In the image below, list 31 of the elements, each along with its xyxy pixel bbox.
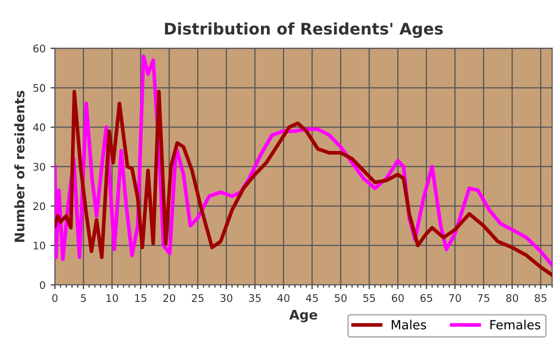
x-tick-label: 75 <box>478 294 490 302</box>
y-tick-label: 20 <box>33 202 46 210</box>
legend-label: Females <box>490 320 540 330</box>
x-tick-label: 55 <box>363 294 375 302</box>
y-tick-label: 40 <box>33 123 46 132</box>
legend-label: Males <box>392 320 426 330</box>
x-tick-label: 85 <box>534 294 546 302</box>
x-tick-label: 65 <box>420 294 432 302</box>
x-tick-label: 35 <box>249 294 261 302</box>
x-axis-title: Age <box>289 310 318 322</box>
y-tick-label: 30 <box>33 162 46 171</box>
x-tick-label: 20 <box>163 294 176 302</box>
x-tick-label: 40 <box>277 294 290 302</box>
x-tick-label: 15 <box>135 294 146 302</box>
x-tick-label: 60 <box>392 294 404 302</box>
line-series <box>54 90 552 277</box>
y-tick-label: 0 <box>40 281 46 289</box>
x-tick-label: 30 <box>220 294 232 302</box>
chart-title: Distribution of Residents' Ages <box>164 22 443 38</box>
x-tick-label: 50 <box>334 294 347 302</box>
x-tick-label: 70 <box>449 294 461 302</box>
y-tick-label: 50 <box>33 84 46 92</box>
y-tick-label: 10 <box>34 242 46 250</box>
y-tick-label: 60 <box>33 44 46 52</box>
x-tick-label: 80 <box>506 294 518 302</box>
x-tick-label: 10 <box>106 294 118 302</box>
x-tick-label: 45 <box>306 294 318 302</box>
x-tick-label: 0 <box>52 294 58 302</box>
x-tick-label: 5 <box>80 294 86 302</box>
y-axis-title: Number of residents <box>14 90 24 242</box>
x-tick-label: 25 <box>192 294 204 302</box>
